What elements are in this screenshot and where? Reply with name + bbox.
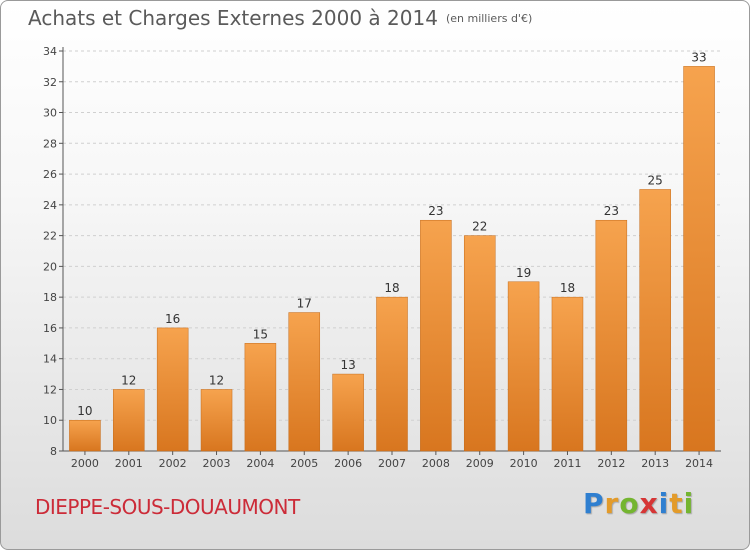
bar-2001 (113, 389, 145, 452)
data-label-2013: 25 (648, 173, 663, 187)
data-label-2004: 15 (253, 327, 268, 341)
x-tick-label-2009: 2009 (466, 457, 494, 470)
x-tick-label-2010: 2010 (510, 457, 538, 470)
bar-2012 (595, 219, 628, 452)
data-label-2009: 22 (472, 220, 487, 234)
y-tick-label: 30 (43, 107, 57, 120)
x-tick-label-2002: 2002 (159, 457, 187, 470)
data-labels: 10 12 16 12 15 17 13 18 23 22 19 18 23 25 33 (77, 50, 706, 418)
data-label-2008: 23 (428, 204, 443, 218)
x-tick-label-2011: 2011 (553, 457, 581, 470)
x-tick-label-2014: 2014 (685, 457, 713, 470)
bar-2004 (244, 343, 277, 452)
y-tick-label: 24 (43, 199, 57, 212)
data-label-2007: 18 (384, 281, 399, 295)
x-tick-label-2001: 2001 (115, 457, 143, 470)
bar-2005 (288, 312, 321, 452)
bar-2009 (463, 235, 496, 452)
data-label-2014: 33 (691, 50, 706, 64)
x-tick-label-2005: 2005 (290, 457, 318, 470)
y-tick-label: 14 (43, 353, 57, 366)
x-tick-label-2003: 2003 (203, 457, 231, 470)
y-tick-label: 28 (43, 137, 57, 150)
bar-2007 (376, 296, 408, 452)
bar-2008 (420, 219, 452, 452)
x-tick-label-2000: 2000 (71, 457, 99, 470)
proxiti-logo: Proxiti (583, 487, 695, 520)
y-tick-labels: 8 10 12 14 16 18 20 22 24 26 28 30 32 34 (43, 45, 57, 458)
bar-2003 (200, 389, 233, 452)
x-tick-label-2007: 2007 (378, 457, 406, 470)
y-tick-label: 32 (43, 76, 57, 89)
chart-unit: (en milliers d'€) (445, 12, 533, 25)
bar-2011 (551, 296, 584, 452)
y-tick-label: 20 (43, 260, 57, 273)
x-tick-label-2008: 2008 (422, 457, 450, 470)
data-label-2006: 13 (340, 358, 355, 372)
bar-2010 (507, 281, 540, 452)
data-label-2002: 16 (165, 312, 180, 326)
data-label-2010: 19 (516, 266, 531, 280)
x-tick-label-2006: 2006 (334, 457, 362, 470)
y-tick-label: 8 (50, 445, 57, 458)
bar-2000 (69, 419, 101, 452)
x-tick-label-2013: 2013 (641, 457, 669, 470)
data-label-2003: 12 (209, 373, 224, 387)
chart-title-text: Achats et Charges Externes 2000 à 2014 (28, 6, 438, 30)
y-tick-label: 12 (43, 383, 57, 396)
bars (69, 66, 715, 452)
data-label-2011: 18 (560, 281, 575, 295)
bar-2014 (683, 66, 715, 452)
y-tick-label: 22 (43, 230, 57, 243)
x-tick-label-2012: 2012 (597, 457, 625, 470)
data-label-2005: 17 (297, 297, 312, 311)
y-tick-label: 16 (43, 322, 57, 335)
y-tick-label: 34 (43, 45, 57, 58)
y-tick-label: 18 (43, 291, 57, 304)
commune-name: DIEPPE-SOUS-DOUAUMONT (35, 495, 300, 519)
x-tick-labels: 2000 2001 2002 2003 2004 2005 2006 2007 2008 2009… (71, 457, 713, 470)
bar-2002 (156, 327, 189, 452)
bar-2006 (332, 373, 364, 452)
chart-title: Achats et Charges Externes 2000 à 2014 (e… (28, 6, 532, 30)
data-label-2000: 10 (77, 404, 92, 418)
y-tick-label: 10 (43, 414, 57, 427)
bar-2013 (639, 189, 671, 452)
data-label-2001: 12 (121, 373, 136, 387)
y-tick-label: 26 (43, 168, 57, 181)
x-tick-label-2004: 2004 (246, 457, 274, 470)
data-label-2012: 23 (604, 204, 619, 218)
